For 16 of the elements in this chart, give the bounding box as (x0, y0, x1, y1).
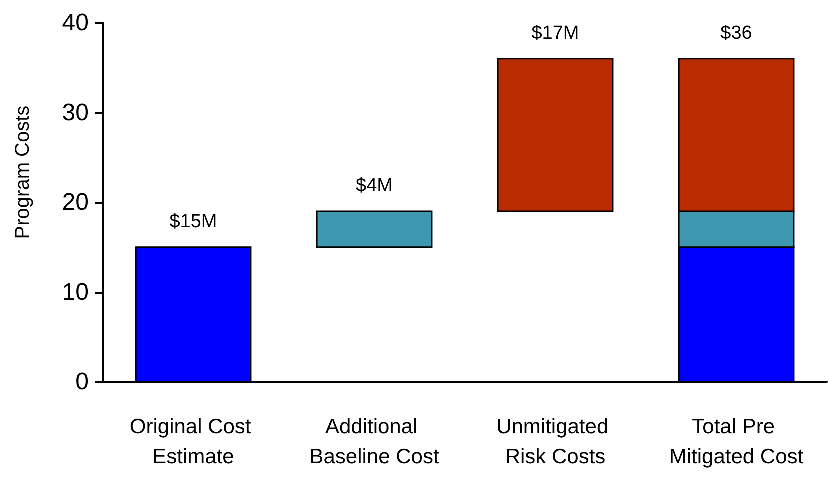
x-tick-label: Additional Baseline Cost (310, 416, 440, 468)
x-tick-label: Original Cost Estimate (130, 416, 258, 468)
y-axis-title: Program Costs (12, 106, 34, 240)
y-tick-label: 40 (62, 10, 89, 36)
bar (316, 210, 433, 248)
y-tick-label: 10 (62, 278, 89, 306)
data-label: $17M (532, 22, 580, 44)
bar (497, 58, 614, 212)
data-label: $15M (170, 211, 218, 232)
x-tick-label: Total Pre Mitigated Cost (669, 416, 804, 468)
total-label: $36 (720, 22, 752, 44)
y-tick-label: 20 (62, 189, 89, 216)
y-tick-label: 0 (76, 368, 89, 396)
y-tick-label: 30 (62, 99, 89, 126)
data-label: $4M (356, 175, 393, 196)
x-tick-label: Unmitigated Risk Costs (496, 416, 614, 468)
